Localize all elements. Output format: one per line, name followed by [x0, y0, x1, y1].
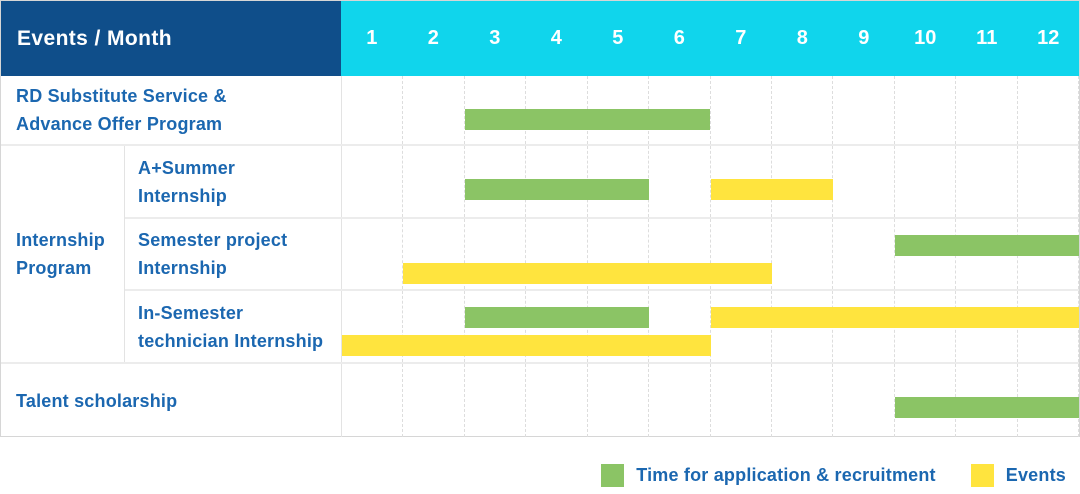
month-header-row: 1 2 3 4 5 6 7 8 9 10 11 12: [341, 1, 1079, 76]
grid-column: [772, 76, 834, 144]
grid-column: [588, 364, 650, 437]
group-cell-internship-program: Internship Program: [1, 146, 125, 362]
grid-column: [711, 219, 772, 289]
events-month-table: Events / Month 1 2 3 4 5 6 7 8 9 10 11 12 RD Substi…: [0, 0, 1080, 437]
bar-application-recruitment: [894, 235, 1079, 256]
grid-column: [403, 76, 465, 144]
grid-column: [956, 76, 1018, 144]
row-label: In-Semester technician Internship: [138, 302, 324, 351]
grid-column: [526, 219, 588, 289]
grid-column: [833, 364, 895, 437]
bar-application-recruitment: [464, 179, 650, 200]
row-label: Semester project Internship: [138, 230, 288, 278]
month-label-9: 9: [858, 27, 870, 49]
grid-column: [342, 219, 404, 289]
grid-column: [649, 364, 711, 437]
events-swatch-icon: [970, 463, 994, 487]
gantt-row-track: [341, 364, 1080, 437]
grid-column: [833, 146, 895, 217]
grid-column: [711, 364, 772, 437]
month-label-1: 1: [366, 27, 378, 49]
grid-column: [1018, 76, 1080, 144]
grid-column: [526, 364, 588, 437]
grid-column: [956, 146, 1018, 217]
month-label-4: 4: [550, 27, 562, 49]
bar-application-recruitment: [464, 307, 650, 328]
gantt-row: Talent scholarship: [1, 364, 1080, 437]
grid-column: [895, 76, 957, 144]
month-label-5: 5: [612, 27, 624, 49]
bar-application-recruitment: [464, 109, 711, 130]
grid-column: [649, 219, 711, 289]
legend-item-recruitment: Time for application & recruitment: [601, 463, 936, 487]
grid-column: [895, 146, 957, 217]
grid-column: [403, 364, 465, 437]
grid-column: [772, 364, 834, 437]
grid-column: [1018, 146, 1080, 217]
row-label: Talent scholarship: [16, 390, 178, 411]
grid-column: [833, 219, 895, 289]
gantt-row: A+Summer Internship: [1, 146, 1080, 219]
gantt-row-track: [341, 219, 1080, 289]
month-label-11: 11: [976, 27, 998, 49]
table-header-title: Events / Month: [1, 1, 341, 76]
month-label-12: 12: [1037, 27, 1060, 49]
gantt-row-track: [341, 76, 1080, 144]
month-label-3: 3: [489, 27, 501, 49]
legend: Time for application & recruitment Events: [601, 462, 1066, 488]
month-label-2: 2: [427, 27, 439, 49]
grid-column: [465, 364, 527, 437]
gantt-row: RD Substitute Service & Advance Offer Pro…: [1, 76, 1080, 146]
grid-column: [465, 219, 527, 289]
grid-column: [403, 146, 465, 217]
grid-column: [342, 146, 404, 217]
gantt-row-track: [341, 146, 1080, 217]
grid-column: [403, 291, 465, 362]
grid-column: [342, 364, 404, 437]
grid-column: [833, 76, 895, 144]
legend-item-events: Events: [970, 463, 1066, 487]
grid-column: [342, 76, 404, 144]
bar-application-recruitment: [894, 397, 1079, 418]
row-label: RD Substitute Service & Advance Offer Pro…: [16, 86, 227, 134]
grid-column: [342, 291, 404, 362]
gantt-row: In-Semester technician Internship: [1, 291, 1080, 364]
grid-column: [588, 219, 650, 289]
month-label-6: 6: [673, 27, 685, 49]
recruitment-swatch-icon: [601, 463, 625, 487]
bar-events: [710, 307, 1079, 328]
grid-column: [772, 219, 834, 289]
bar-events: [342, 335, 711, 356]
grid-column: [649, 146, 711, 217]
grid-column: [649, 291, 711, 362]
grid-column: [403, 219, 465, 289]
row-label: A+Summer Internship: [138, 157, 236, 206]
legend-label: Time for application & recruitment: [636, 464, 936, 485]
month-label-10: 10: [914, 27, 937, 49]
bar-events: [403, 263, 772, 284]
month-label-7: 7: [735, 27, 747, 49]
grid-column: [711, 76, 772, 144]
legend-label: Events: [1005, 464, 1066, 485]
month-label-8: 8: [796, 27, 808, 49]
bar-events: [710, 179, 834, 200]
gantt-row: Semester project Internship: [1, 219, 1080, 291]
gantt-row-track: [341, 291, 1080, 362]
